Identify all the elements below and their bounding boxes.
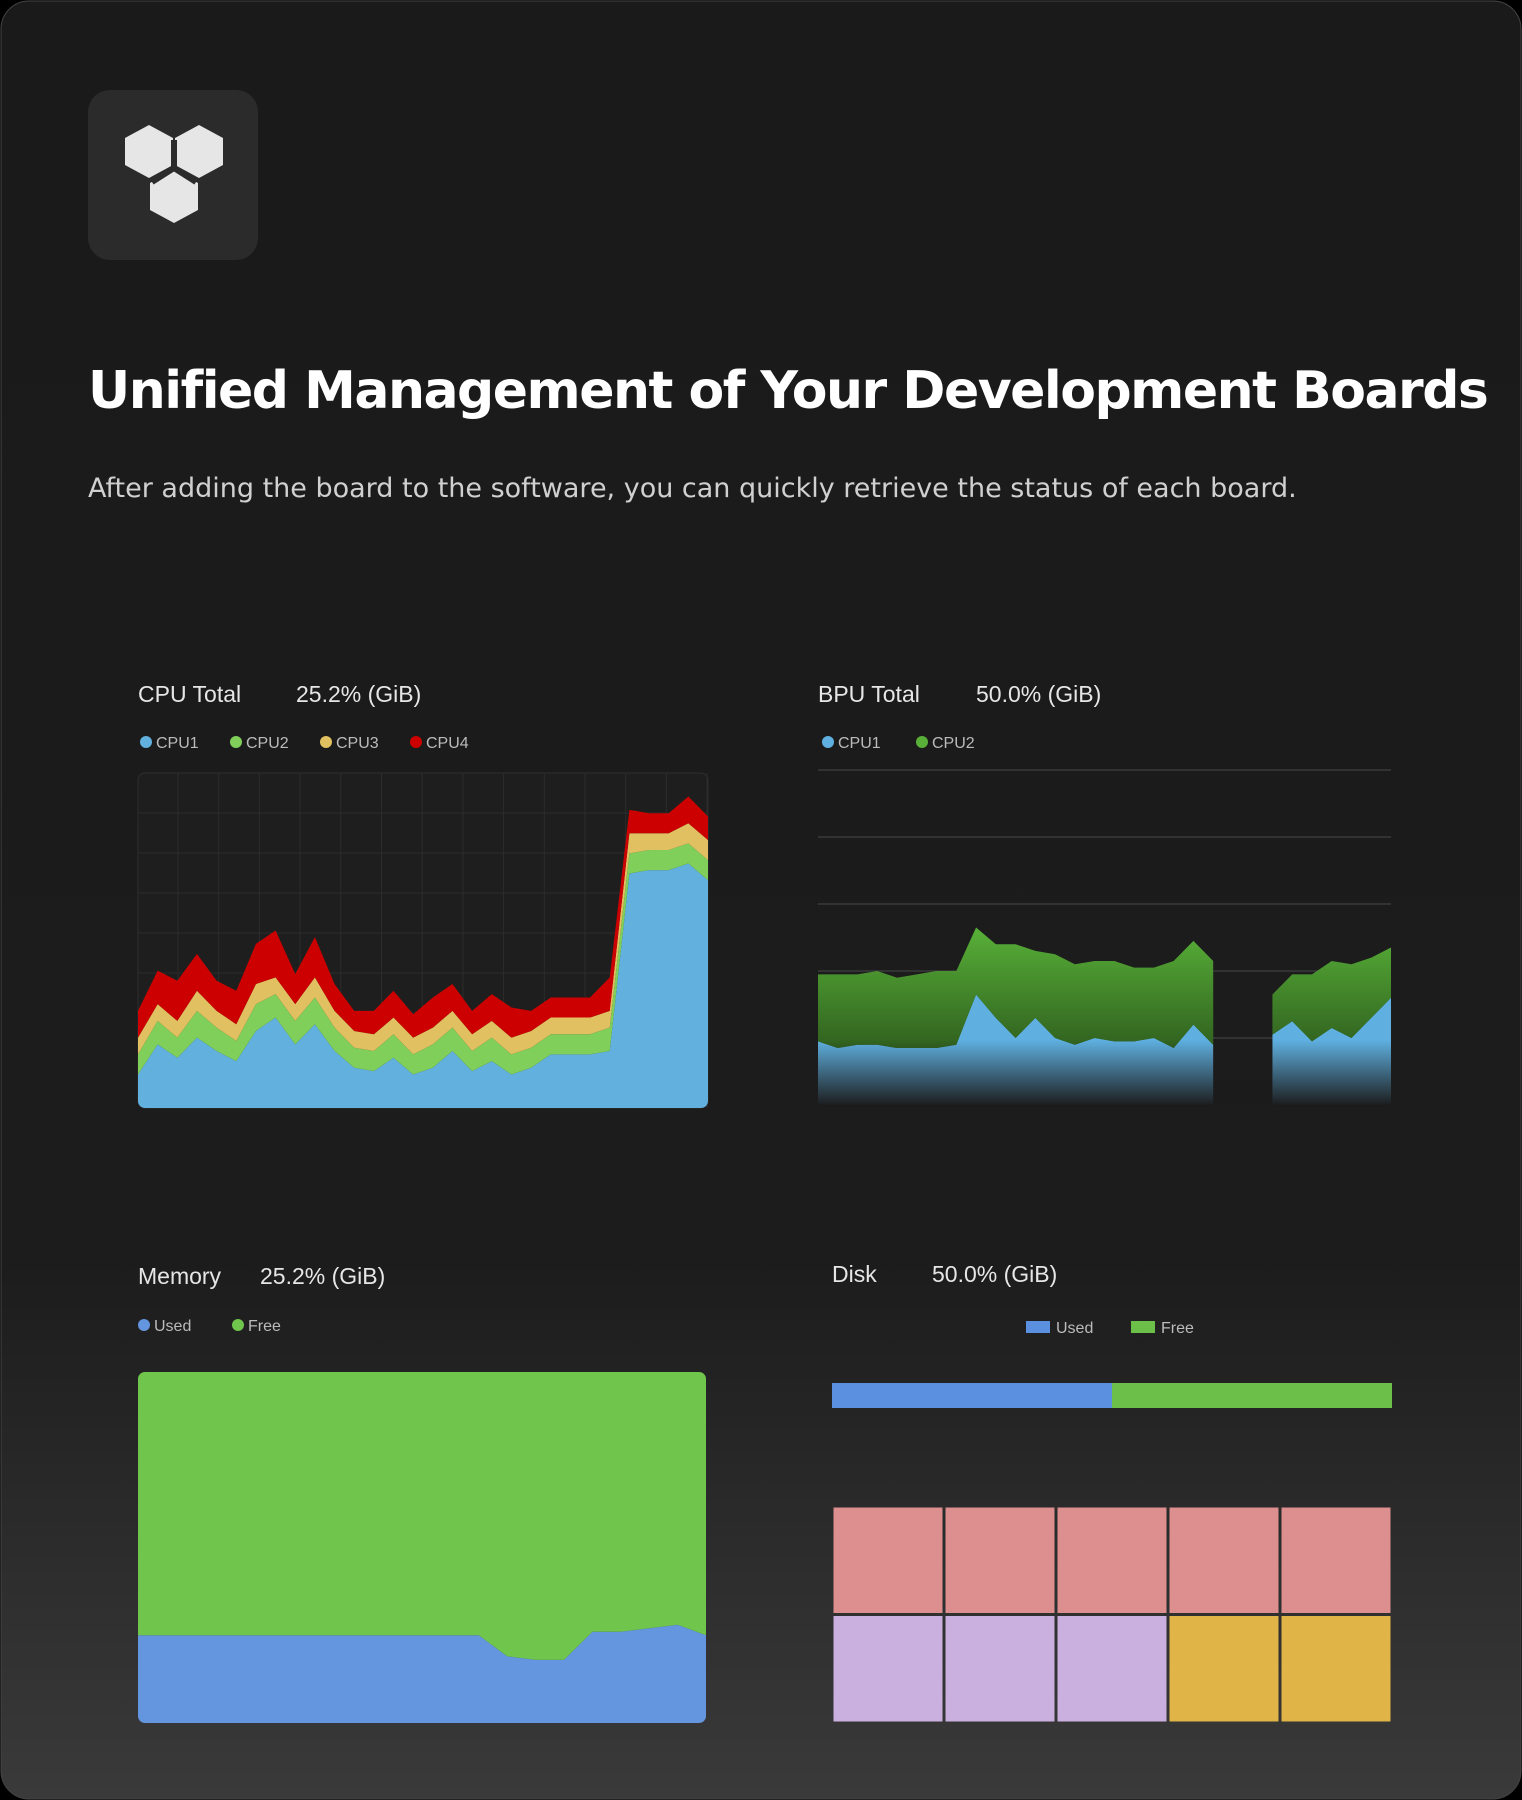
legend-marker	[230, 736, 242, 748]
bar-segment	[832, 1383, 1112, 1408]
legend-label: CPU1	[838, 735, 881, 752]
block	[1281, 1616, 1391, 1722]
legend-label: CPU3	[336, 735, 379, 752]
legend-label: Used	[1056, 1320, 1093, 1337]
area	[138, 1624, 706, 1723]
block	[1281, 1507, 1391, 1613]
bar-segment	[1112, 1383, 1392, 1408]
legend-label: Used	[154, 1318, 191, 1335]
legend-marker	[822, 736, 834, 748]
chart-value: 25.2% (GiB)	[296, 681, 421, 707]
legend-label: Free	[248, 1318, 281, 1335]
plot	[138, 1372, 706, 1723]
subtitle: After adding the board to the software, …	[88, 473, 1297, 504]
area	[138, 823, 708, 1055]
block	[1169, 1507, 1279, 1613]
title: Unified Management of Your Development B…	[88, 361, 1487, 421]
legend-marker	[320, 736, 332, 748]
block	[945, 1616, 1055, 1722]
block	[1057, 1616, 1167, 1722]
chart-value: 25.2% (GiB)	[260, 1263, 385, 1289]
block	[945, 1507, 1055, 1613]
chart-value: 50.0% (GiB)	[932, 1261, 1057, 1287]
legend-marker	[1026, 1321, 1050, 1333]
legend-marker	[140, 736, 152, 748]
legend-marker	[232, 1319, 244, 1331]
panel: Disk 50.0% (GiB) Used Free	[832, 1261, 1392, 1722]
chart-title: Disk	[832, 1261, 877, 1287]
block	[1057, 1507, 1167, 1613]
legend-marker	[138, 1319, 150, 1331]
bpu-fade	[818, 1040, 1391, 1106]
area-shade	[818, 927, 1391, 1049]
area	[138, 1372, 706, 1660]
legend-label: CPU2	[246, 735, 289, 752]
block	[1169, 1616, 1279, 1722]
panel: CPU Total 25.2% (GiB) CPU1 CPU2 CPU3 CPU4	[138, 681, 708, 1108]
panel: Memory 25.2% (GiB) Used Free	[138, 1263, 706, 1723]
plot	[832, 1383, 1392, 1722]
legend-marker	[410, 736, 422, 748]
legend-label: CPU4	[426, 735, 469, 752]
chart-title: Memory	[138, 1263, 222, 1289]
plot	[138, 796, 708, 1108]
legend-marker	[916, 736, 928, 748]
legend-label: CPU2	[932, 735, 975, 752]
chart-value: 50.0% (GiB)	[976, 681, 1101, 707]
chart-title: BPU Total	[818, 681, 920, 707]
chart-title: CPU Total	[138, 681, 241, 707]
area	[138, 796, 708, 1038]
block	[833, 1616, 943, 1722]
legend-label: CPU1	[156, 735, 199, 752]
legend-label: Free	[1161, 1320, 1194, 1337]
legend-marker	[1131, 1321, 1155, 1333]
area	[138, 863, 708, 1108]
area	[138, 843, 708, 1075]
logo	[88, 90, 258, 260]
block	[833, 1507, 943, 1613]
